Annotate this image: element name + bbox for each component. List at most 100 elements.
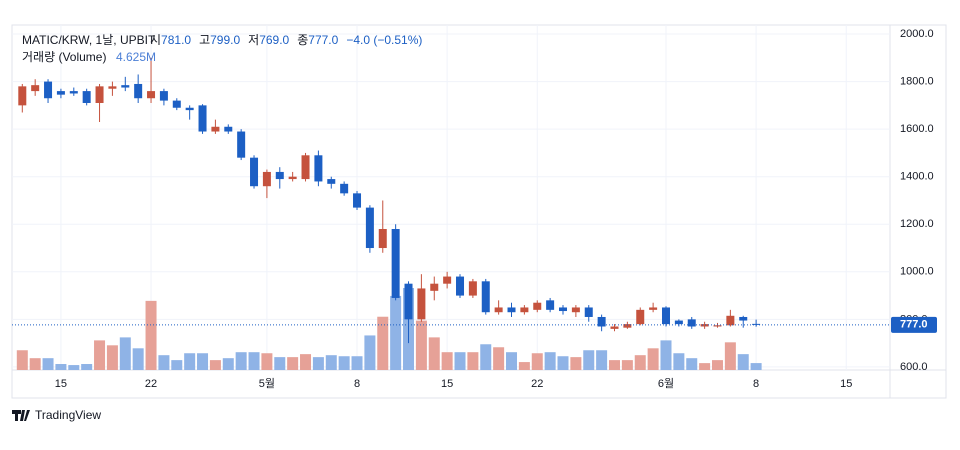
- ohlc-value: 799.0: [210, 33, 240, 47]
- volume-bar: [248, 352, 260, 370]
- candle-body: [610, 326, 619, 329]
- candle-body: [198, 105, 207, 132]
- volume-bar: [544, 352, 556, 370]
- footer: TradingView: [12, 408, 101, 422]
- candle-body: [288, 176, 297, 180]
- volume-bar: [274, 357, 286, 370]
- candle-body: [147, 91, 156, 99]
- volume-bar: [506, 352, 518, 370]
- volume-bar: [197, 353, 209, 370]
- candle-body: [353, 193, 362, 208]
- volume-bar: [621, 360, 633, 370]
- candle-body: [674, 320, 683, 325]
- candle-body: [468, 281, 477, 296]
- volume-bar: [441, 352, 453, 370]
- volume-bar: [261, 353, 273, 370]
- volume-bar: [364, 335, 376, 370]
- candle-body: [224, 126, 233, 132]
- volume-bar: [673, 353, 685, 370]
- last-price-box: [891, 316, 937, 333]
- y-tick-label: 1000.0: [900, 266, 934, 278]
- volume-bar: [467, 352, 479, 370]
- volume-bar: [184, 353, 196, 370]
- candle-body: [430, 283, 439, 291]
- candle-body: [314, 155, 323, 182]
- footer-text: TradingView: [35, 408, 101, 422]
- ohlc-value: 777.0: [308, 33, 338, 47]
- volume-bar: [312, 357, 324, 370]
- candle-body: [533, 302, 542, 310]
- candle-body: [417, 288, 426, 320]
- volume-bar: [81, 364, 93, 370]
- volume-bar: [106, 345, 118, 370]
- candle-body: [571, 307, 580, 313]
- candle-body: [56, 91, 65, 95]
- candle-body: [623, 324, 632, 328]
- legend: MATIC/KRW, 1날, UPBIT 시781.0 고799.0 저769.0 종…: [22, 33, 422, 64]
- volume-bar: [171, 360, 183, 370]
- x-tick-label: 6월: [658, 377, 674, 390]
- candle-layer: [18, 57, 761, 344]
- candle-body: [159, 91, 168, 101]
- volume-bar: [55, 364, 67, 370]
- candle-body: [82, 91, 91, 103]
- candle-body: [327, 179, 336, 184]
- volume-bar: [377, 316, 389, 370]
- candle-body: [481, 281, 490, 313]
- volume-bar: [686, 358, 698, 370]
- volume-bar: [737, 354, 749, 370]
- candle-body: [378, 229, 387, 249]
- axes: 600.0800.01000.01200.01400.01600.01800.0…: [12, 28, 937, 390]
- y-tick-label: 1600.0: [900, 123, 934, 135]
- volume-bar: [699, 363, 711, 370]
- tv-logo: [12, 410, 30, 421]
- volume-bar: [235, 352, 247, 370]
- volume-value: 4.625M: [116, 50, 156, 64]
- candle-body: [275, 171, 284, 180]
- y-tick-label: 600.0: [900, 361, 928, 373]
- candle-body: [121, 85, 130, 88]
- y-tick-label: 1800.0: [900, 75, 934, 87]
- volume-bar: [480, 344, 492, 370]
- x-tick-label: 8: [354, 378, 360, 390]
- x-tick-label: 22: [145, 378, 157, 390]
- y-tick-label: 1200.0: [900, 218, 934, 230]
- candle-body: [700, 324, 709, 327]
- candle-body: [636, 309, 645, 325]
- volume-bar: [338, 356, 350, 370]
- volume-bar: [711, 360, 723, 370]
- change: −4.0 (−0.51%): [346, 33, 422, 47]
- candle-body: [404, 283, 413, 320]
- candle-body: [597, 316, 606, 327]
- volume-bar: [145, 300, 157, 370]
- candle-body: [507, 307, 516, 313]
- candle-body: [494, 307, 503, 313]
- candle-body: [443, 276, 452, 284]
- volume-bar: [222, 358, 234, 370]
- candle-body: [250, 157, 259, 187]
- candle-body: [687, 319, 696, 327]
- candle-body: [134, 83, 143, 99]
- volume-bar: [750, 363, 762, 370]
- volume-bar: [16, 350, 28, 370]
- ohlc-label: 고: [199, 33, 210, 47]
- candle-body: [172, 100, 181, 108]
- frame: [11, 24, 947, 399]
- x-tick-label: 15: [441, 378, 453, 390]
- volume-bar: [428, 337, 440, 370]
- candle-body: [456, 276, 465, 296]
- ohlc-value: 769.0: [259, 33, 289, 47]
- x-tick-label: 15: [55, 378, 67, 390]
- candle-body: [18, 86, 27, 106]
- candle-body: [69, 91, 78, 94]
- candle-body: [661, 307, 670, 325]
- volume-bar: [132, 348, 144, 370]
- volume-bar: [493, 347, 505, 370]
- symbol: MATIC/KRW, 1날, UPBIT: [22, 33, 156, 47]
- candle-body: [726, 315, 735, 326]
- volume-bar: [68, 365, 80, 370]
- ohlc-value: 781.0: [161, 33, 191, 47]
- volume-bar: [325, 355, 337, 370]
- volume-bar: [287, 357, 299, 370]
- volume-title: 거래량 (Volume): [22, 50, 106, 64]
